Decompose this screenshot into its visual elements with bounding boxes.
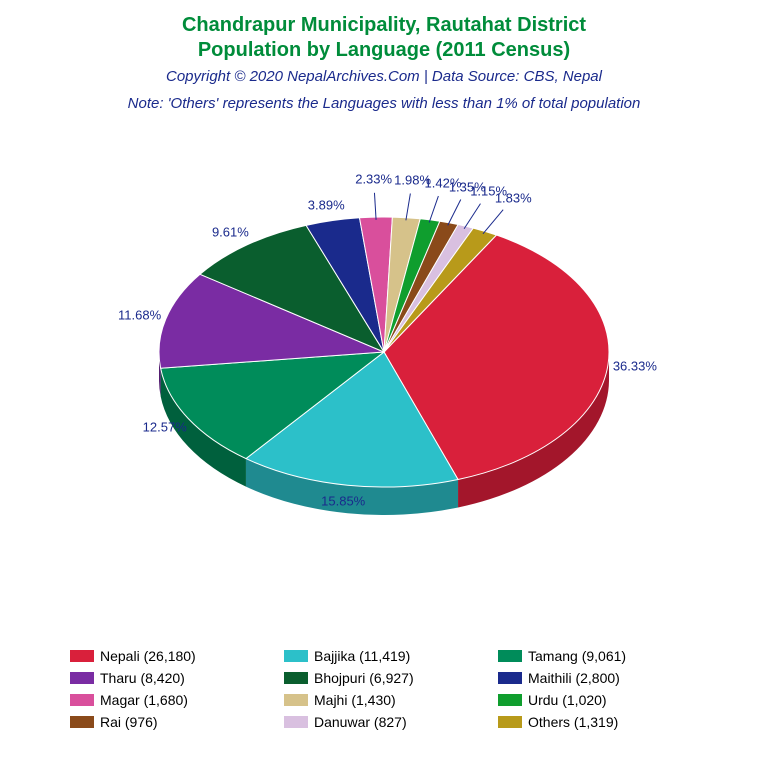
pie-slice-label: 15.85%: [321, 494, 365, 509]
legend-swatch: [498, 716, 522, 728]
legend-label: Rai (976): [100, 714, 158, 730]
legend-item: Nepali (26,180): [70, 648, 270, 664]
legend-item: Maithili (2,800): [498, 670, 698, 686]
legend-label: Urdu (1,020): [528, 692, 607, 708]
legend-swatch: [70, 650, 94, 662]
legend-label: Danuwar (827): [314, 714, 407, 730]
legend-swatch: [284, 694, 308, 706]
legend-label: Others (1,319): [528, 714, 618, 730]
legend-item: Majhi (1,430): [284, 692, 484, 708]
legend-label: Magar (1,680): [100, 692, 188, 708]
legend-swatch: [284, 650, 308, 662]
pie-leader-line: [448, 200, 461, 226]
legend-swatch: [70, 716, 94, 728]
chart-title-line2: Population by Language (2011 Census): [0, 39, 768, 62]
legend-swatch: [70, 672, 94, 684]
pie-slice-label: 12.57%: [143, 419, 187, 434]
legend-label: Bhojpuri (6,927): [314, 670, 414, 686]
legend-item: Bhojpuri (6,927): [284, 670, 484, 686]
pie-slice-label: 1.83%: [495, 190, 532, 205]
chart-note: Note: 'Others' represents the Languages …: [0, 95, 768, 112]
legend-swatch: [498, 650, 522, 662]
pie-leader-line: [406, 193, 410, 220]
pie-leader-line: [429, 196, 438, 222]
legend-item: Bajjika (11,419): [284, 648, 484, 664]
pie-slice-label: 36.33%: [613, 359, 657, 374]
chart-title-line1: Chandrapur Municipality, Rautahat Distri…: [0, 14, 768, 37]
legend-label: Maithili (2,800): [528, 670, 620, 686]
legend-item: Tharu (8,420): [70, 670, 270, 686]
legend-swatch: [284, 672, 308, 684]
legend-swatch: [498, 694, 522, 706]
pie-slice-label: 2.33%: [355, 172, 392, 187]
pie-slice-label: 3.89%: [308, 197, 345, 212]
pie-leader-line: [464, 204, 480, 229]
legend-item: Tamang (9,061): [498, 648, 698, 664]
legend-item: Urdu (1,020): [498, 692, 698, 708]
chart-header: Chandrapur Municipality, Rautahat Distri…: [0, 0, 768, 112]
pie-slice-label: 9.61%: [212, 225, 249, 240]
legend-swatch: [70, 694, 94, 706]
pie-chart: 36.33% 15.85% 12.57% 11.68% 9.61% 3.89% 2.33% 1…: [0, 112, 768, 542]
pie-slice-label: 11.68%: [118, 308, 161, 323]
pie-leader-line: [374, 193, 376, 220]
chart-legend: Nepali (26,180) Bajjika (11,419) Tamang (9…: [0, 648, 768, 730]
legend-item: Rai (976): [70, 714, 270, 730]
pie-leader-line: [483, 210, 503, 234]
chart-subtitle: Copyright © 2020 NepalArchives.Com | Dat…: [0, 68, 768, 85]
legend-item: Magar (1,680): [70, 692, 270, 708]
legend-label: Tamang (9,061): [528, 648, 626, 664]
legend-label: Bajjika (11,419): [314, 648, 410, 664]
legend-item: Others (1,319): [498, 714, 698, 730]
legend-swatch: [498, 672, 522, 684]
legend-label: Nepali (26,180): [100, 648, 196, 664]
legend-label: Tharu (8,420): [100, 670, 185, 686]
legend-item: Danuwar (827): [284, 714, 484, 730]
legend-label: Majhi (1,430): [314, 692, 396, 708]
legend-swatch: [284, 716, 308, 728]
